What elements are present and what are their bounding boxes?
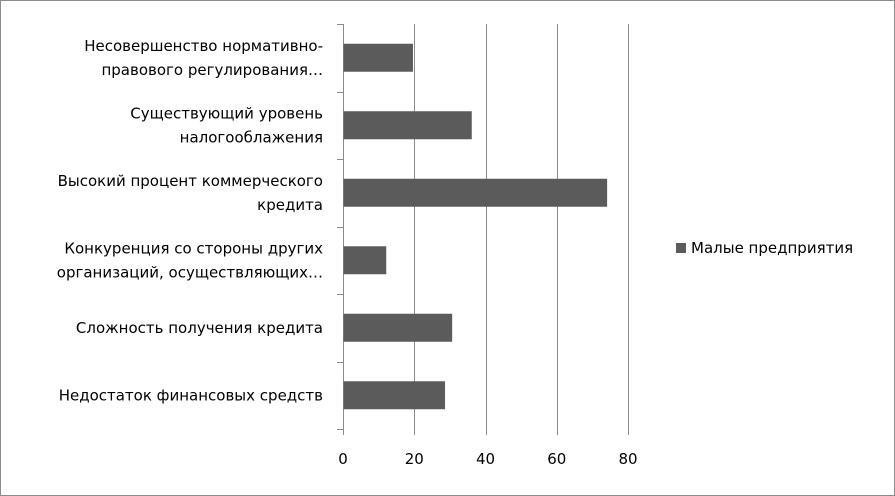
bar [343, 381, 446, 410]
bar [343, 246, 387, 275]
category-label: Высокий процент коммерческого [58, 172, 323, 190]
category-label: правового регулирования… [101, 61, 323, 79]
x-tick-label: 0 [338, 450, 348, 468]
legend-label: Малые предприятия [691, 239, 853, 257]
category-label: Сложность получения кредита [76, 319, 323, 337]
category-label: организаций, осуществляющих… [57, 263, 323, 281]
x-tick-label: 80 [618, 450, 637, 468]
legend-swatch [676, 243, 686, 253]
category-label: Конкуренция со стороны других [64, 239, 323, 257]
x-tick-label: 60 [547, 450, 566, 468]
category-label: кредита [257, 196, 323, 214]
bar [343, 111, 472, 140]
x-tick-label: 40 [476, 450, 495, 468]
bar [343, 178, 608, 207]
category-label: Существующий уровень [130, 104, 323, 122]
category-label: налогооблажения [180, 128, 323, 146]
category-label: Недостаток финансовых средств [59, 386, 323, 404]
bar [343, 43, 413, 72]
bar [343, 313, 453, 342]
category-label: Несовершенство нормативно- [84, 37, 323, 55]
x-tick-label: 20 [405, 450, 424, 468]
